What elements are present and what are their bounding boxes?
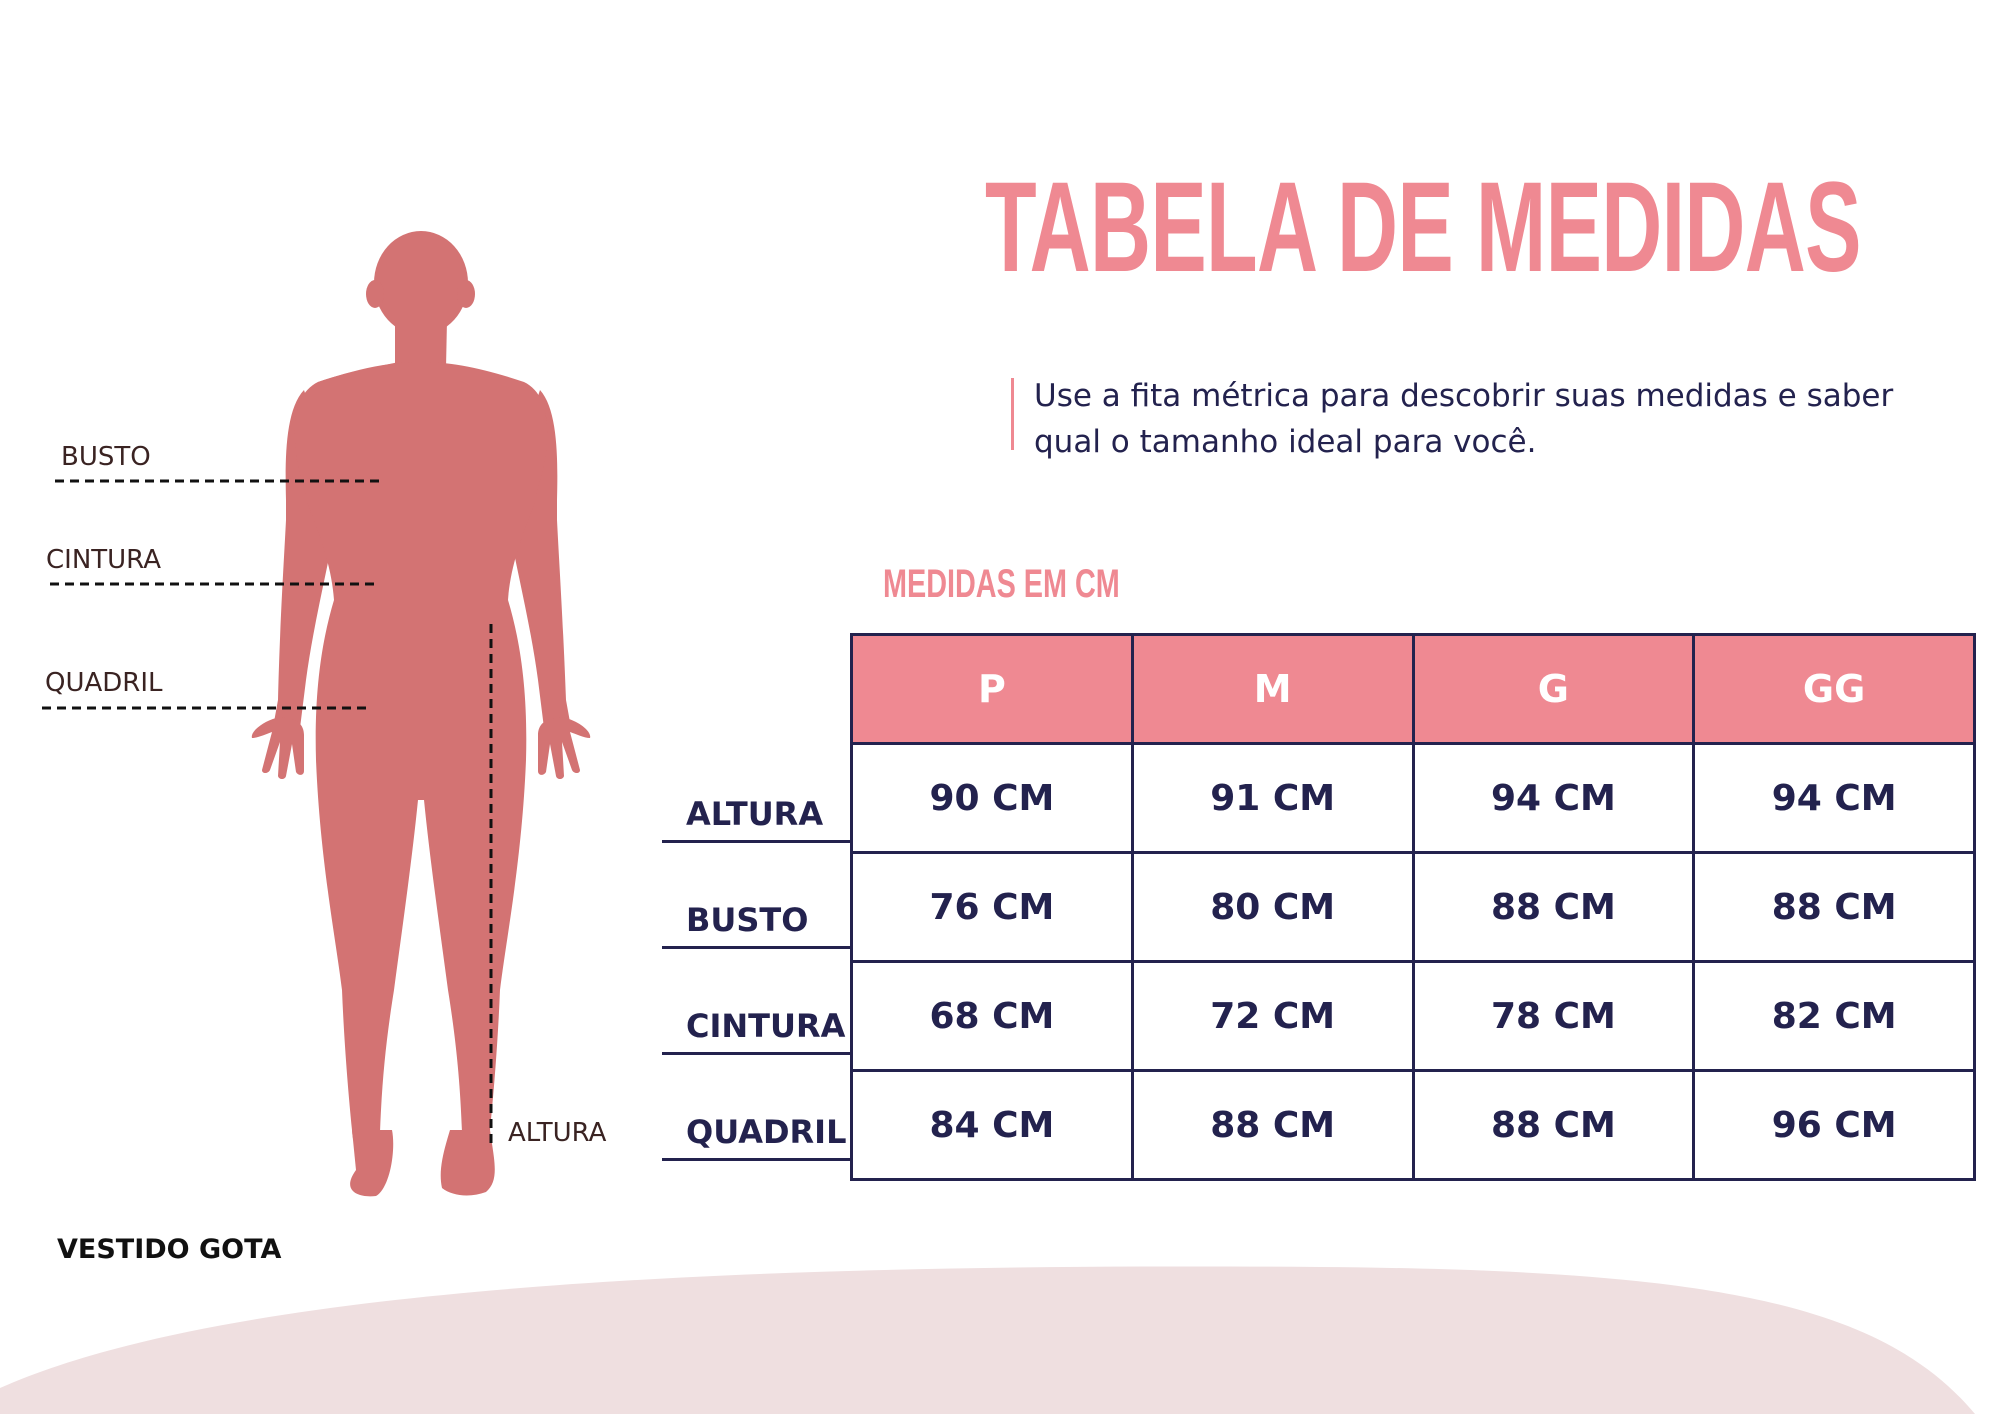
- row-label-altura: ALTURA: [662, 737, 852, 843]
- size-header-row: P M G GG: [850, 633, 1976, 745]
- table-row: 76 CM 80 CM 88 CM 88 CM: [850, 851, 1976, 963]
- table-cell: 76 CM: [850, 851, 1134, 963]
- table-cell: 94 CM: [1411, 742, 1696, 854]
- size-table: P M G GG 90 CM 91 CM 94 CM 94 CM 76 CM 8…: [850, 633, 1976, 1181]
- table-cell: 78 CM: [1411, 960, 1696, 1072]
- cintura-label: CINTURA: [46, 545, 161, 575]
- intro-accent-bar: [1011, 378, 1014, 450]
- table-cell: 88 CM: [1130, 1069, 1415, 1181]
- size-header-gg: GG: [1692, 633, 1976, 745]
- table-cell: 80 CM: [1130, 851, 1415, 963]
- table-cell: 94 CM: [1692, 742, 1976, 854]
- units-subtitle: MEDIDAS EM CM: [883, 562, 1120, 606]
- row-label-cintura: CINTURA: [662, 949, 852, 1055]
- row-labels: ALTURA BUSTO CINTURA QUADRIL: [662, 737, 852, 1161]
- table-cell: 72 CM: [1130, 960, 1415, 1072]
- table-cell: 90 CM: [850, 742, 1134, 854]
- busto-label: BUSTO: [61, 442, 151, 472]
- size-header-m: M: [1130, 633, 1415, 745]
- table-cell: 82 CM: [1692, 960, 1976, 1072]
- altura-label: ALTURA: [508, 1118, 607, 1148]
- table-cell: 84 CM: [850, 1069, 1134, 1181]
- table-cell: 88 CM: [1411, 851, 1696, 963]
- table-row: 90 CM 91 CM 94 CM 94 CM: [850, 742, 1976, 854]
- table-row: 84 CM 88 CM 88 CM 96 CM: [850, 1069, 1976, 1181]
- product-name: VESTIDO GOTA: [57, 1234, 282, 1265]
- table-cell: 91 CM: [1130, 742, 1415, 854]
- table-cell: 96 CM: [1692, 1069, 1976, 1181]
- table-cell: 68 CM: [850, 960, 1134, 1072]
- table-cell: 88 CM: [1411, 1069, 1696, 1181]
- row-label-quadril: QUADRIL: [662, 1055, 852, 1161]
- size-header-g: G: [1411, 633, 1696, 745]
- size-header-p: P: [850, 633, 1134, 745]
- table-row: 68 CM 72 CM 78 CM 82 CM: [850, 960, 1976, 1072]
- row-label-busto: BUSTO: [662, 843, 852, 949]
- body-figure-icon: [251, 231, 591, 1197]
- measurement-lines: [42, 479, 493, 1148]
- intro-text: Use a fita métrica para descobrir suas m…: [1034, 378, 1894, 460]
- quadril-label: QUADRIL: [45, 668, 163, 698]
- table-cell: 88 CM: [1692, 851, 1976, 963]
